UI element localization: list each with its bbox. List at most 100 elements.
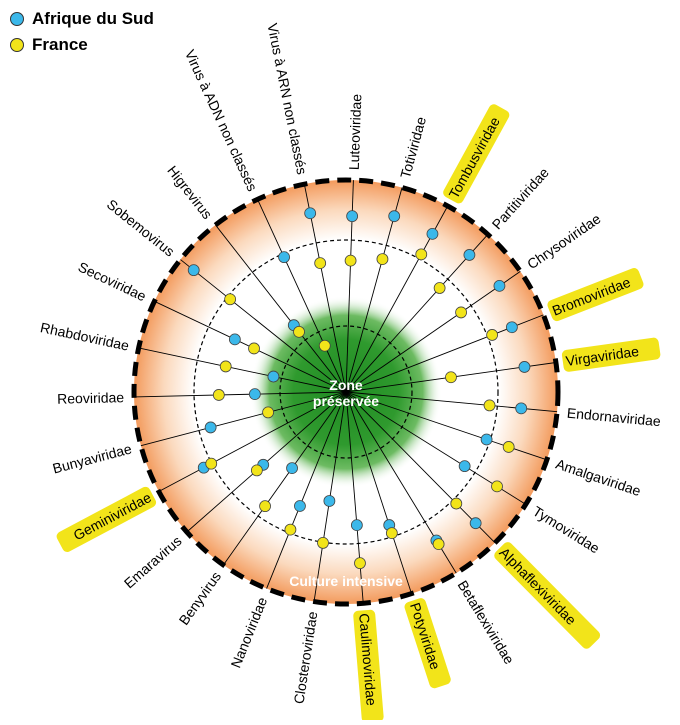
point-france-alphaflexiviridae: [450, 497, 463, 510]
family-name-benyvirus: Benyvirus: [176, 568, 225, 627]
point-south-africa-nanoviridae: [294, 500, 306, 512]
family-label-virgaviridae: Virgaviridae: [561, 337, 661, 372]
family-name-higrevirus: Higrevirus: [164, 163, 215, 223]
point-south-africa-rhabdoviridae: [267, 370, 280, 383]
family-label-secoviridae: Secoviridae: [76, 259, 149, 305]
point-france-luteoviridae: [344, 254, 357, 267]
family-label-sobemovirus: Sobemovirus: [104, 196, 178, 260]
point-france-reoviridae: [212, 389, 225, 401]
family-label-benyvirus: Benyvirus: [176, 568, 225, 627]
family-name-tombusviridae: Tombusviridae: [445, 114, 502, 201]
spoke-rhabdoviridae: [138, 347, 347, 393]
family-name-amalgaviridae: Amalgaviridae: [554, 456, 643, 500]
spoke-virus-a-adn-non-classes: [257, 199, 347, 393]
point-south-africa-tombusviridae: [426, 227, 439, 240]
family-label-nanoviridae: Nanoviridae: [227, 595, 270, 670]
family-label-bromoviridae: Bromoviridae: [547, 268, 644, 322]
spoke-alphaflexiviridae: [345, 391, 496, 544]
point-france-totiviridae: [376, 253, 389, 266]
family-label-tymoviridae: Tymoviridae: [530, 503, 603, 557]
family-label-chrysoviridae: Chrysoviridae: [524, 210, 604, 272]
family-label-alphaflexiviridae: Alphaflexiviridae: [494, 542, 601, 649]
family-name-bunyaviridae: Bunyaviridae: [51, 440, 134, 476]
family-name-betaflexiviridae: Betaflexiviridae: [455, 577, 518, 667]
family-label-betaflexiviridae: Betaflexiviridae: [455, 577, 518, 667]
family-label-higrevirus: Higrevirus: [164, 163, 215, 223]
point-france-benyvirus: [259, 500, 271, 513]
family-name-potyviridae: Potyviridae: [407, 601, 444, 672]
legend-label-south-africa: Afrique du Sud: [32, 9, 154, 28]
legend-item-france: France: [10, 32, 154, 58]
point-south-africa-reoviridae: [248, 388, 261, 401]
point-france-partitiviridae: [433, 282, 446, 294]
point-france-betaflexiviridae: [432, 538, 445, 551]
point-south-africa-caulimoviridae: [350, 519, 363, 532]
legend-item-south-africa: Afrique du Sud: [10, 6, 154, 32]
family-name-nanoviridae: Nanoviridae: [227, 595, 270, 670]
point-france-tymoviridae: [491, 480, 503, 493]
point-france-virus-a-adn-non-classes: [318, 339, 331, 352]
middle-ring-dashed: [193, 239, 499, 545]
spoke-chrysoviridae: [345, 271, 521, 393]
highlight-box-virgaviridae: [561, 337, 661, 372]
point-south-africa-endornaviridae: [515, 402, 528, 415]
highlight-box-caulimoviridae: [353, 609, 384, 723]
highlight-box-bromoviridae: [547, 268, 644, 322]
point-south-africa-chrysoviridae: [493, 279, 506, 292]
spoke-reoviridae: [134, 391, 347, 398]
point-south-africa-tymoviridae: [458, 460, 471, 473]
highlight-box-tombusviridae: [443, 104, 510, 204]
center-label-line2: préservée: [313, 393, 379, 409]
spoke-bunyaviridae: [140, 391, 347, 447]
family-label-caulimoviridae: Caulimoviridae: [353, 609, 384, 723]
family-name-endornaviridae: Endornaviridae: [566, 405, 661, 430]
spoke-geminiviridae: [158, 391, 347, 492]
point-france-virgaviridae: [445, 371, 457, 384]
inner-ring-dashed: [279, 325, 413, 459]
point-france-virus-a-arn-non-classes: [314, 257, 327, 270]
family-label-partitiviridae: Partitiviridae: [489, 164, 553, 232]
point-south-africa-secoviridae: [228, 333, 241, 346]
legend: Afrique du Sud France: [10, 6, 154, 58]
outer-ring-dashed: [131, 177, 561, 607]
point-france-endornaviridae: [483, 399, 496, 412]
point-south-africa-partitiviridae: [463, 249, 476, 261]
family-name-rhabdoviridae: Rhabdoviridae: [39, 319, 131, 353]
point-france-rhabdoviridae: [219, 360, 232, 373]
point-south-africa-sobemovirus: [187, 264, 200, 277]
point-south-africa-amalgaviridae: [480, 433, 493, 446]
family-name-virus-a-adn-non-classes: Virus à ADN non classés: [182, 47, 261, 193]
center-label-line1: Zone: [329, 377, 363, 393]
spoke-potyviridae: [345, 391, 412, 594]
family-name-totiviridae: Totiviridae: [397, 115, 429, 180]
family-name-sobemovirus: Sobemovirus: [104, 196, 178, 260]
point-france-geminiviridae: [205, 457, 218, 470]
south-africa-dot-icon: [10, 12, 24, 26]
spoke-higrevirus: [215, 224, 347, 393]
family-name-emaravirus: Emaravirus: [121, 533, 185, 592]
point-france-tombusviridae: [415, 248, 428, 261]
family-label-bunyaviridae: Bunyaviridae: [51, 440, 134, 476]
family-name-chrysoviridae: Chrysoviridae: [524, 210, 604, 272]
point-france-higrevirus: [293, 325, 305, 338]
family-label-reoviridae: Reoviridae: [57, 389, 124, 407]
highlight-box-geminiviridae: [56, 486, 157, 552]
family-name-luteoviridae: Luteoviridae: [346, 93, 365, 170]
spoke-nanoviridae: [266, 391, 347, 589]
family-name-closteroviridae: Closteroviridae: [290, 610, 320, 705]
family-label-virus-a-arn-non-classes: Virus à ARN non classés: [264, 22, 310, 176]
spoke-partitiviridae: [345, 234, 489, 393]
family-label-emaravirus: Emaravirus: [121, 533, 185, 592]
point-south-africa-benyvirus: [286, 462, 298, 474]
point-france-bromoviridae: [486, 329, 499, 341]
family-label-tombusviridae: Tombusviridae: [443, 104, 510, 204]
family-name-geminiviridae: Geminiviridae: [71, 489, 154, 543]
point-france-caulimoviridae: [354, 557, 366, 570]
point-south-africa-bromoviridae: [505, 321, 518, 334]
family-name-secoviridae: Secoviridae: [76, 259, 149, 305]
point-france-secoviridae: [248, 342, 260, 355]
highlight-box-potyviridae: [404, 598, 451, 689]
family-label-potyviridae: Potyviridae: [404, 598, 451, 689]
point-france-chrysoviridae: [455, 306, 467, 319]
